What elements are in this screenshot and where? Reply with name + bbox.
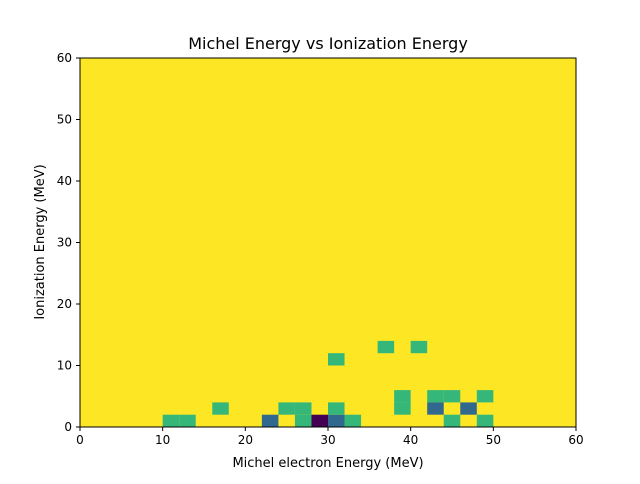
y-tick-label: 50	[57, 113, 72, 127]
heatmap-cell	[443, 390, 461, 403]
heatmap-cell	[377, 340, 395, 354]
heatmap-cell	[278, 402, 295, 415]
heatmap-cell	[427, 402, 444, 415]
heatmap-cell	[294, 402, 312, 415]
heatmap-cell	[328, 402, 345, 415]
heatmap-cell	[328, 353, 345, 366]
heatmap-cell	[261, 414, 279, 427]
heatmap-cells	[80, 58, 576, 427]
y-tick-label: 60	[57, 51, 72, 65]
heatmap-cell	[344, 414, 362, 427]
x-tick-label: 0	[76, 433, 84, 447]
x-axis-label: Michel electron Energy (MeV)	[232, 456, 423, 471]
y-tick-label: 30	[57, 236, 72, 250]
heatmap-cell	[476, 390, 494, 403]
x-tick-label: 50	[486, 433, 501, 447]
heatmap-cell	[394, 390, 411, 403]
y-tick-label: 20	[57, 297, 72, 311]
x-axis: 0 10 20 30 40 50 60	[76, 427, 584, 447]
heatmap-cell	[179, 414, 196, 427]
y-tick-label: 0	[64, 420, 72, 434]
heatmap-cell	[460, 402, 477, 415]
x-tick-label: 20	[238, 433, 253, 447]
heatmap-background	[80, 58, 576, 427]
chart-title: Michel Energy vs Ionization Energy	[188, 34, 468, 53]
heatmap-cell	[162, 414, 180, 427]
y-axis: 0 10 20 30 40 50 60	[57, 51, 80, 434]
heatmap-cell	[443, 414, 461, 427]
heatmap-cell	[311, 414, 328, 427]
heatmap-cell	[410, 340, 428, 354]
y-tick-label: 10	[57, 359, 72, 373]
heatmap-cell	[294, 414, 312, 427]
y-axis-label: Ionization Energy (MeV)	[33, 164, 48, 319]
y-tick-label: 40	[57, 174, 72, 188]
heatmap-cell	[476, 414, 494, 427]
heatmap-cell	[394, 402, 411, 415]
x-tick-label: 40	[403, 433, 418, 447]
x-tick-label: 10	[155, 433, 170, 447]
heatmap-cell	[427, 390, 444, 403]
heatmap-cell	[212, 402, 229, 415]
heatmap-cell	[328, 414, 345, 427]
x-tick-label: 30	[320, 433, 335, 447]
x-tick-label: 60	[568, 433, 583, 447]
